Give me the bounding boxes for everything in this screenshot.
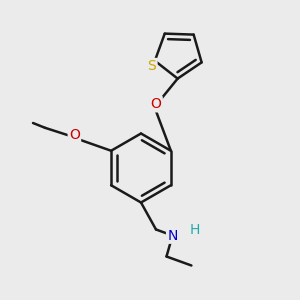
Text: N: N [167, 229, 178, 242]
Text: H: H [189, 224, 200, 237]
Text: O: O [69, 128, 80, 142]
Text: S: S [148, 59, 156, 73]
Text: O: O [151, 97, 161, 111]
